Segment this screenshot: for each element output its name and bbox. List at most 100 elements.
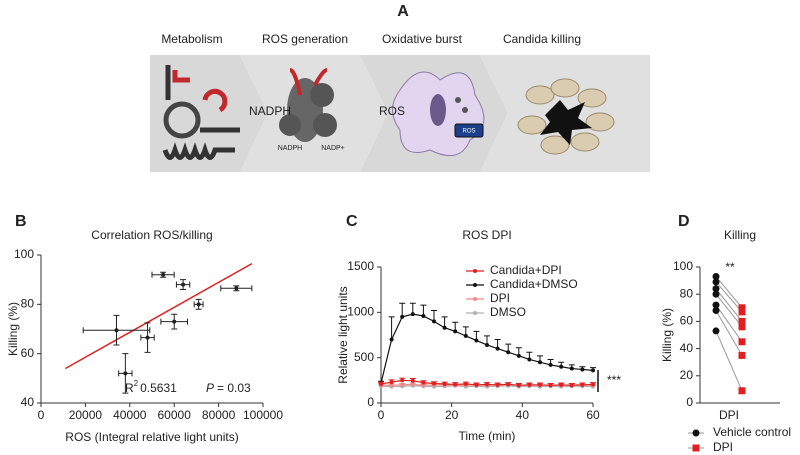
point <box>527 357 532 362</box>
point <box>559 364 564 369</box>
legend-marker <box>473 297 477 301</box>
point <box>738 304 746 312</box>
point <box>495 346 500 351</box>
inner-label: ROS <box>379 104 405 118</box>
point <box>442 325 447 330</box>
point <box>389 383 394 388</box>
y-tick-label: 80 <box>21 297 35 311</box>
y-tick-label: 20 <box>680 368 694 382</box>
point <box>474 338 479 343</box>
annotation-part: 0.5631 <box>140 381 177 395</box>
inner-label: NADPH <box>249 104 291 118</box>
point <box>114 328 119 333</box>
point <box>738 317 746 325</box>
point <box>432 381 436 386</box>
point <box>591 382 595 387</box>
point <box>410 382 415 387</box>
legend-label: Candida+DPI <box>490 263 562 277</box>
point <box>738 387 746 395</box>
annotation-part: = 0.03 <box>217 381 251 395</box>
pair-line <box>715 310 743 356</box>
x-tick-label: 60000 <box>158 408 192 422</box>
point <box>400 314 405 319</box>
chart-title: Killing <box>724 228 756 242</box>
x-tick-label: 20000 <box>69 408 103 422</box>
panel-label: A <box>397 3 409 20</box>
x-axis-label: Time (min) <box>459 429 516 443</box>
point <box>123 371 128 376</box>
point <box>463 381 468 386</box>
point <box>738 338 746 346</box>
point <box>495 382 500 387</box>
annotation-part: P <box>206 381 214 395</box>
inner-label: NADPH <box>278 145 303 152</box>
point <box>421 313 426 318</box>
y-axis-label: Relative light units <box>336 286 350 383</box>
ros-badge <box>454 123 484 138</box>
series-line <box>380 313 594 384</box>
pair-line <box>715 276 743 309</box>
candida-icon <box>517 78 615 155</box>
point <box>181 282 186 287</box>
point <box>738 308 746 316</box>
point <box>548 362 553 367</box>
p-annotation: P = 0.03 <box>206 381 251 395</box>
inner-label: NADP+ <box>321 145 345 152</box>
annotation-part: R <box>125 381 134 395</box>
point <box>145 335 150 340</box>
point <box>712 327 720 335</box>
annotation-part: 2 <box>134 379 139 388</box>
error-bar <box>388 316 395 340</box>
point <box>506 382 511 387</box>
point <box>548 383 553 388</box>
point <box>172 319 177 324</box>
point <box>442 381 447 386</box>
fit-line <box>65 262 253 370</box>
x-tick-label: 0 <box>38 408 45 422</box>
point <box>432 319 436 324</box>
point <box>538 360 542 365</box>
legend-marker <box>473 269 477 273</box>
y-tick-label: 60 <box>21 346 35 360</box>
pair-line <box>715 293 743 328</box>
point <box>580 367 585 372</box>
point <box>738 351 746 359</box>
pair-line <box>715 304 743 343</box>
point <box>410 378 415 383</box>
point <box>400 378 405 383</box>
point <box>712 307 720 315</box>
step-label: Metabolism <box>161 32 222 46</box>
x-tick-label: 40 <box>516 408 530 422</box>
chart-title: Correlation ROS/killing <box>91 228 212 242</box>
legend-marker <box>692 444 700 452</box>
point <box>559 382 564 387</box>
point <box>421 380 426 385</box>
y-tick-label: 60 <box>680 314 694 328</box>
y-axis-label: Killing (%) <box>660 308 674 362</box>
y-tick-label: 40 <box>680 341 694 355</box>
point <box>712 301 720 309</box>
point <box>712 273 720 281</box>
point <box>453 329 458 334</box>
point <box>161 272 166 277</box>
point <box>712 290 720 298</box>
pair-line <box>715 281 743 313</box>
nadph-oxidase-icon <box>279 68 337 142</box>
point <box>389 380 394 385</box>
point <box>474 382 479 387</box>
legend-label: Vehicle control <box>713 425 791 439</box>
legend-marker <box>692 429 700 437</box>
x-tick-label: 80000 <box>202 408 236 422</box>
legend-label: DPI <box>490 291 510 305</box>
x-tick-label: 60 <box>586 408 600 422</box>
x-tick-label: 40000 <box>113 408 147 422</box>
point <box>389 337 394 342</box>
panel-label: B <box>15 213 27 230</box>
badge-label: ROS <box>462 129 475 135</box>
pair-line <box>715 288 743 322</box>
y-tick-label: 1000 <box>347 305 374 319</box>
legend-marker <box>473 283 477 287</box>
point <box>485 382 489 387</box>
point <box>400 382 405 387</box>
